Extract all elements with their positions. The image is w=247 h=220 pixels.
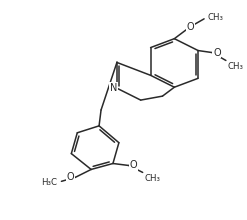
- Text: N: N: [109, 83, 117, 93]
- Text: CH₃: CH₃: [207, 13, 223, 22]
- Text: H₃C: H₃C: [41, 178, 58, 187]
- Text: CH₃: CH₃: [145, 174, 161, 183]
- Text: CH₃: CH₃: [228, 62, 244, 72]
- Text: O: O: [67, 172, 74, 182]
- Text: O: O: [213, 48, 221, 58]
- Text: O: O: [186, 22, 194, 32]
- Text: O: O: [130, 160, 137, 170]
